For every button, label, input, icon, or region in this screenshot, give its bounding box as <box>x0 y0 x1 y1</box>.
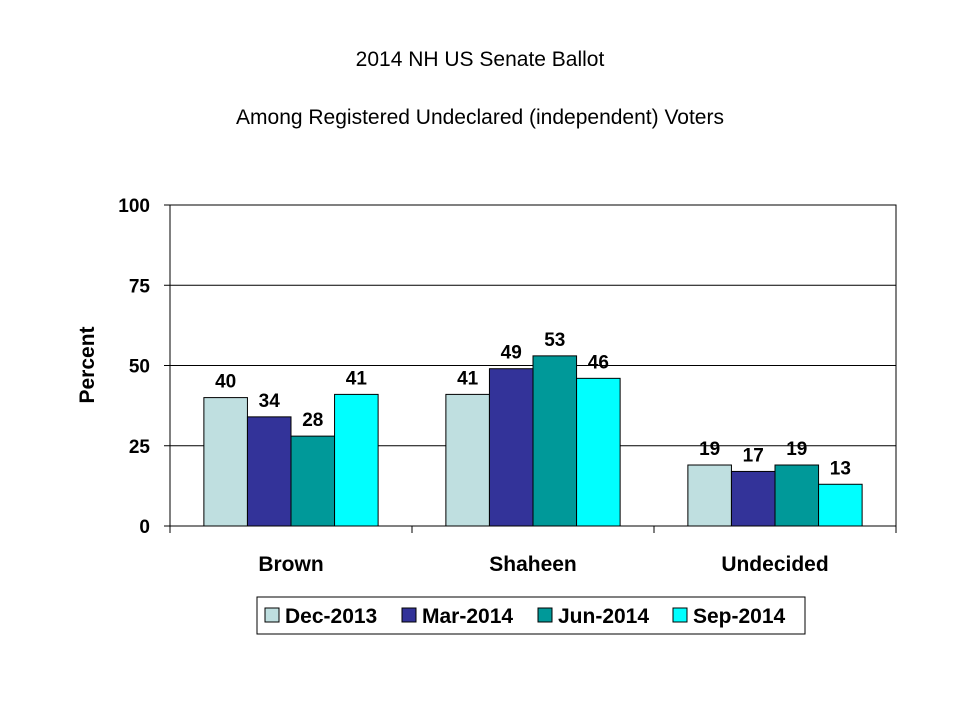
data-label-shaheen-sep-2014: 46 <box>588 352 609 373</box>
category-label-undecided: Undecided <box>721 553 828 576</box>
bar-shaheen-dec-2013 <box>445 393 490 527</box>
data-label-shaheen-dec-2013: 41 <box>457 368 479 389</box>
legend: Dec-2013 Mar-2014 Jun-2014 Sep-2014 <box>256 596 806 635</box>
legend-swatch-dec-2013 <box>264 607 280 623</box>
chart-title: 2014 NH US Senate Ballot <box>355 48 605 71</box>
data-label-brown-sep-2014: 41 <box>346 368 368 389</box>
bar-brown-dec-2013 <box>203 397 248 527</box>
legend-label-jun-2014: Jun-2014 <box>558 605 649 628</box>
category-label-brown: Brown <box>258 553 323 576</box>
data-label-brown-mar-2014: 34 <box>259 391 281 412</box>
data-label-shaheen-jun-2014: 53 <box>544 330 565 351</box>
data-label-undecided-mar-2014: 17 <box>743 445 764 466</box>
y-tick-label-0: 0 <box>139 517 150 538</box>
category-label-shaheen: Shaheen <box>489 553 577 576</box>
legend-label-sep-2014: Sep-2014 <box>693 605 786 628</box>
y-tick-label-75: 75 <box>129 276 151 297</box>
x-axis: Brown Shaheen Undecided <box>169 526 897 576</box>
bar-brown-mar-2014 <box>246 416 292 527</box>
data-label-shaheen-mar-2014: 49 <box>501 343 522 364</box>
bar-undecided-jun-2014 <box>774 464 820 527</box>
legend-swatch-jun-2014 <box>537 607 553 623</box>
data-labels: 40 34 28 41 41 49 53 46 19 17 19 13 <box>215 330 851 479</box>
bar-brown-sep-2014 <box>334 393 379 527</box>
legend-box <box>256 596 806 635</box>
y-axis: 0 25 50 75 100 <box>118 196 170 538</box>
chart-subtitle: Among Registered Undeclared (independent… <box>236 106 724 129</box>
bars <box>203 355 863 527</box>
bar-undecided-dec-2013 <box>687 464 732 527</box>
data-label-undecided-dec-2013: 19 <box>699 439 720 460</box>
y-tick-label-25: 25 <box>129 437 151 458</box>
y-tick-label-50: 50 <box>129 357 150 378</box>
bar-brown-jun-2014 <box>290 435 336 527</box>
data-label-brown-jun-2014: 28 <box>302 410 323 431</box>
legend-swatch-mar-2014 <box>401 607 417 623</box>
data-label-brown-dec-2013: 40 <box>215 372 236 393</box>
y-axis-title: Percent <box>76 326 99 403</box>
bar-undecided-sep-2014 <box>818 483 863 527</box>
bar-shaheen-mar-2014 <box>488 368 534 527</box>
bar-undecided-mar-2014 <box>730 470 776 527</box>
data-label-undecided-jun-2014: 19 <box>786 439 807 460</box>
y-tick-label-100: 100 <box>118 196 150 217</box>
legend-label-mar-2014: Mar-2014 <box>422 605 513 628</box>
legend-label-dec-2013: Dec-2013 <box>285 605 377 628</box>
bar-shaheen-sep-2014 <box>576 377 621 527</box>
bar-shaheen-jun-2014 <box>532 355 578 527</box>
data-label-undecided-sep-2014: 13 <box>830 458 851 479</box>
legend-swatch-sep-2014 <box>672 607 688 623</box>
